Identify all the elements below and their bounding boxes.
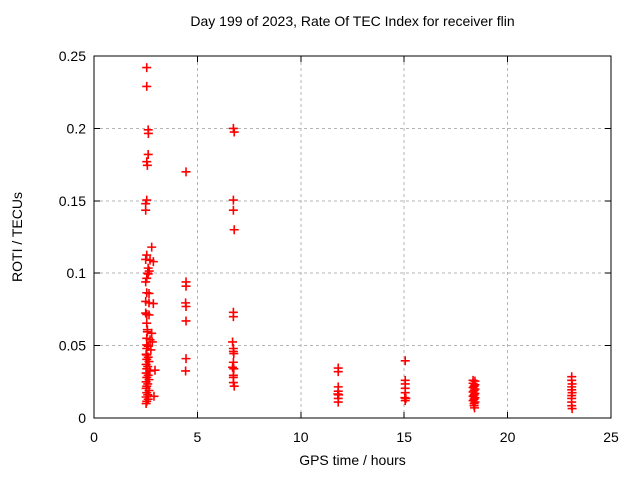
- data-point-marker: [148, 299, 158, 309]
- x-tick-label: 0: [90, 429, 98, 445]
- data-point-marker: [143, 269, 153, 279]
- x-tick-label: 10: [293, 429, 309, 445]
- x-tick-label: 25: [603, 429, 619, 445]
- data-point-marker: [181, 366, 191, 376]
- data-point-marker: [143, 379, 153, 389]
- plot-border: [93, 55, 612, 419]
- data-point-marker: [333, 397, 343, 407]
- data-point-marker: [142, 250, 152, 260]
- x-tick-label: 15: [396, 429, 412, 445]
- data-point-marker: [470, 403, 480, 413]
- data-point-marker: [147, 328, 157, 338]
- data-point-marker: [567, 404, 577, 414]
- data-point-marker: [228, 362, 238, 372]
- y-tick-label: 0.2: [67, 120, 87, 136]
- data-point-marker: [229, 225, 239, 235]
- data-point-marker: [142, 81, 152, 91]
- data-point-marker: [181, 302, 191, 312]
- data-point-marker: [228, 337, 238, 347]
- data-point-marker: [400, 396, 410, 406]
- data-point-marker: [149, 391, 159, 401]
- data-point-marker: [141, 205, 151, 215]
- x-tick-label: 5: [194, 429, 202, 445]
- data-point-marker: [142, 63, 152, 73]
- data-point-marker: [148, 257, 158, 267]
- data-point-marker: [143, 394, 153, 404]
- data-point-marker: [229, 349, 239, 359]
- data-point-marker: [143, 352, 153, 362]
- data-point-marker: [146, 345, 156, 355]
- data-point-marker: [400, 356, 410, 366]
- data-point-marker: [143, 149, 153, 159]
- data-point-marker: [143, 362, 153, 372]
- data-point-marker: [147, 242, 157, 252]
- data-point-marker: [181, 281, 191, 291]
- y-tick-label: 0: [78, 410, 86, 426]
- y-tick-label: 0.25: [59, 48, 86, 64]
- data-point-marker: [141, 399, 151, 409]
- data-point-marker: [229, 381, 239, 391]
- data-point-marker: [228, 195, 238, 205]
- data-point-marker: [228, 312, 238, 322]
- y-tick-label: 0.05: [59, 338, 86, 354]
- data-point-marker: [181, 167, 191, 177]
- data-point-marker: [144, 288, 154, 298]
- y-tick-label: 0.15: [59, 193, 86, 209]
- data-point-marker: [229, 127, 239, 137]
- data-point-marker: [150, 365, 160, 375]
- data-point-marker: [144, 310, 154, 320]
- data-point-marker: [143, 370, 153, 380]
- data-point-marker: [228, 205, 238, 215]
- data-point-marker: [181, 316, 191, 326]
- data-point-marker: [147, 337, 157, 347]
- chart-title: Day 199 of 2023, Rate Of TEC Index for r…: [190, 13, 515, 29]
- data-point-marker: [333, 367, 343, 377]
- x-tick-label: 20: [500, 429, 516, 445]
- data-point-marker: [143, 128, 153, 138]
- data-point-marker: [141, 277, 151, 287]
- y-tick-label: 0.1: [67, 265, 87, 281]
- data-point-marker: [142, 160, 152, 170]
- data-point-marker: [181, 354, 191, 364]
- x-axis-label: GPS time / hours: [299, 452, 406, 468]
